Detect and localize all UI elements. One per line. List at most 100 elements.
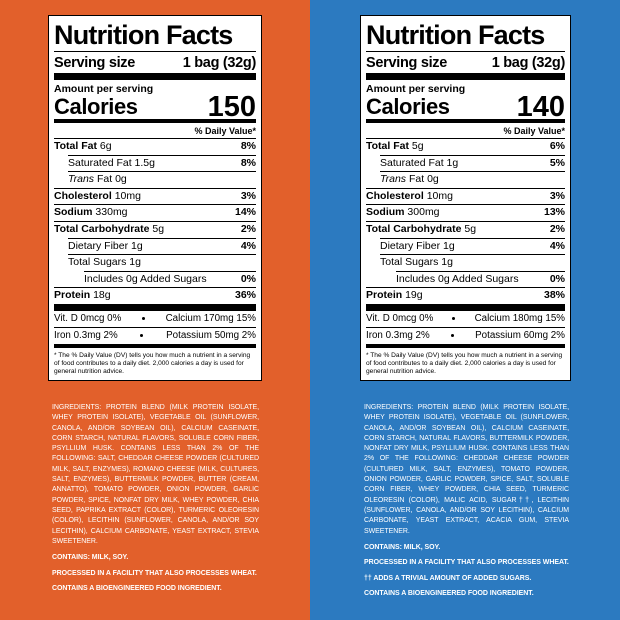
nutrient-name: Cholesterol 10mg: [54, 189, 141, 205]
nutrient-label: Total Sugars: [380, 256, 439, 269]
nutrient-amount: 1.5g: [134, 156, 155, 169]
allergen-note: CONTAINS A BIOENGINEERED FOOD INGREDIENT…: [52, 585, 222, 593]
nutrient-amount: 5g: [464, 222, 477, 235]
nutrient-dv: 2%: [240, 222, 256, 235]
calories-label: Calories: [366, 94, 450, 119]
separator-dot: [450, 334, 454, 338]
nutrient-dv: 13%: [543, 206, 565, 219]
nutrient-dv: 3%: [240, 189, 256, 202]
nutrient-row: Dietary Fiber 1g 4%: [380, 237, 565, 255]
nutrient-amount: 18g: [93, 289, 111, 302]
nutrient-label: Fat: [96, 173, 113, 186]
nutrient-name: Sodium 330mg: [54, 205, 128, 221]
nutrient-name: Saturated Fat 1g: [380, 156, 458, 172]
nutrient-label: Sodium: [54, 206, 93, 219]
nutrient-amount: 1g: [441, 256, 453, 269]
vitamin: Potassium 50mg 2%: [166, 329, 256, 341]
allergen-note: CONTAINS A BIOENGINEERED FOOD INGREDIENT…: [364, 590, 534, 598]
serving-label: Serving size: [54, 55, 136, 71]
nutrient-amount: 10mg: [426, 189, 453, 202]
vitamin: Vit. D 0mcg 0%: [54, 312, 122, 324]
nutrient-dv: 36%: [234, 289, 256, 302]
calories-row: Calories 150: [54, 91, 256, 123]
nutrient-label: Saturated Fat: [68, 156, 132, 169]
nutrient-name: Trans Fat 0g: [380, 172, 439, 188]
nutrient-dv: 2%: [549, 222, 565, 235]
separator-dot: [141, 317, 145, 321]
nutrition-label: Nutrition Facts Serving size 1 bag (32g) Am…: [48, 15, 262, 381]
nutrient-amount: 0g: [427, 173, 439, 186]
ingredients-block: INGREDIENTS: PROTEIN BLEND (MILK PROTEIN…: [364, 403, 569, 599]
nutrient-name: Sodium 300mg: [366, 205, 440, 221]
nutrient-name: Includes 0g Added Sugars: [396, 272, 519, 288]
vitamin: Iron 0.3mg 2%: [366, 329, 430, 341]
nutrient-row: Includes 0g Added Sugars 0%: [396, 270, 565, 288]
amount-per-serving: Amount per serving: [54, 83, 154, 95]
nutrient-label: Saturated Fat: [380, 156, 444, 169]
nutrient-dv: 8%: [240, 140, 256, 152]
ingredients: INGREDIENTS: PROTEIN BLEND (MILK PROTEIN…: [364, 404, 569, 535]
nutrition-label: Nutrition Facts Serving size 1 bag (32g) Am…: [360, 15, 571, 381]
product-panel: Nutrition Facts Serving size 1 bag (32g) Am…: [310, 0, 620, 620]
nutrient-label: Cholesterol: [366, 189, 424, 202]
nutrient-name: Saturated Fat 1.5g: [68, 156, 155, 172]
vitamin-row: Vit. D 0mcg 0% Calcium 180mg 15%: [366, 311, 565, 327]
label-title: Nutrition Facts: [54, 20, 233, 50]
nutrient-row: Total Carbohydrate 5g 2%: [366, 220, 565, 238]
separator-dot: [452, 317, 456, 321]
nutrient-name: Total Sugars 1g: [380, 255, 453, 271]
divider: [366, 119, 565, 123]
nutrient-label: Protein: [54, 289, 91, 302]
nutrient-amount: 1g: [129, 256, 141, 269]
divider: [54, 73, 256, 80]
nutrient-dv: 4%: [240, 239, 256, 252]
nutrient-amount: 1g: [131, 239, 143, 252]
nutrient-name: Total Carbohydrate 5g: [54, 222, 164, 238]
nutrient-label: Total Sugars: [68, 256, 127, 269]
divider: [54, 119, 256, 123]
serving-size: Serving size 1 bag (32g): [54, 51, 256, 73]
nutrient-dv: 0%: [240, 272, 256, 285]
vitamin: Vit. D 0mcg 0%: [366, 312, 434, 324]
nutrient-row: Total Carbohydrate 5g 2%: [54, 220, 256, 238]
nutrient-label: Protein: [366, 289, 403, 302]
nutrient-label: Cholesterol: [54, 189, 112, 202]
nutrient-name: Dietary Fiber 1g: [380, 239, 455, 255]
serving-size: Serving size 1 bag (32g): [366, 51, 565, 73]
nutrient-row: Includes 0g Added Sugars 0%: [84, 270, 256, 288]
nutrient-dv: 3%: [549, 189, 565, 202]
nutrient-row: Total Fat 5g 6%: [366, 138, 565, 155]
nutrient-name: Total Fat 5g: [366, 139, 424, 155]
calories-row: Calories 140: [366, 91, 565, 123]
vitamin-row: Iron 0.3mg 2% Potassium 60mg 2%: [366, 326, 565, 344]
nutrient-label: Dietary Fiber: [380, 239, 441, 252]
nutrient-name: Protein 19g: [366, 288, 423, 304]
divider: [366, 73, 565, 80]
vitamin: Potassium 60mg 2%: [475, 329, 565, 341]
nutrient-name: Dietary Fiber 1g: [68, 239, 143, 255]
nutrient-name: Trans Fat 0g: [68, 172, 127, 188]
nutrient-dv: 6%: [549, 140, 565, 152]
daily-value-header: % Daily Value*: [194, 126, 256, 136]
nutrient-label: Total Carbohydrate: [366, 222, 462, 235]
nutrient-label: Fat: [408, 173, 425, 186]
nutrient-prefix: Trans: [380, 173, 407, 186]
calories-value: 150: [207, 91, 256, 123]
nutrient-label: Includes 0g Added Sugars: [84, 272, 207, 285]
nutrient-dv: 5%: [549, 156, 565, 169]
vitamin: Calcium 180mg 15%: [474, 312, 565, 324]
nutrient-row: Protein 19g 38%: [366, 287, 565, 311]
nutrient-row: Trans Fat 0g: [380, 171, 565, 188]
nutrient-name: Cholesterol 10mg: [366, 189, 453, 205]
nutrient-name: Includes 0g Added Sugars: [84, 272, 207, 288]
nutrient-amount: 19g: [405, 289, 423, 302]
nutrient-row: Trans Fat 0g: [68, 171, 256, 188]
calories-label: Calories: [54, 94, 138, 119]
nutrient-amount: 0g: [115, 173, 127, 186]
nutrient-name: Protein 18g: [54, 288, 111, 304]
nutrient-label: Includes 0g Added Sugars: [396, 272, 519, 285]
nutrient-amount: 10mg: [114, 189, 141, 202]
serving-label: Serving size: [366, 55, 448, 71]
calories-value: 140: [516, 91, 565, 123]
